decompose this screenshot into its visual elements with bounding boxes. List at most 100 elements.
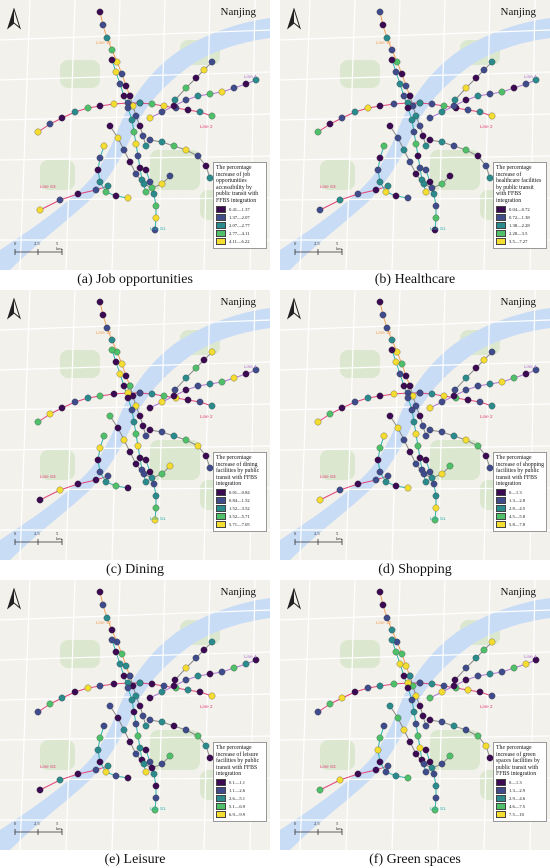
green-area	[150, 440, 200, 480]
station-dot	[132, 402, 140, 410]
station-dot	[438, 760, 446, 768]
station-dot	[351, 688, 359, 696]
road	[345, 580, 356, 850]
scale-bar: 0 2.5 5 km	[14, 531, 64, 545]
station-dot	[171, 386, 179, 394]
green-area	[40, 160, 75, 190]
station-dot	[170, 102, 178, 110]
legend-swatch	[496, 488, 506, 496]
station-dot	[160, 392, 168, 400]
station-dot	[422, 166, 430, 174]
station-dot	[450, 722, 458, 730]
green-area	[430, 440, 480, 480]
station-dot	[152, 794, 160, 802]
station-dot	[414, 152, 422, 160]
road	[280, 445, 550, 451]
station-dot	[532, 366, 540, 374]
station-dot	[118, 650, 126, 658]
green-area	[40, 740, 75, 770]
city-label: Nanjing	[0, 586, 270, 598]
line-label-l4: Line 4	[524, 654, 537, 659]
station-dot	[416, 122, 424, 130]
station-dot	[94, 166, 102, 174]
station-dot	[376, 154, 384, 162]
station-dot	[99, 21, 107, 29]
station-dot	[110, 100, 118, 108]
station-dot	[422, 432, 430, 440]
station-dot	[150, 480, 158, 488]
line-label-l2: Line 2	[480, 414, 493, 419]
legend-class-label: 3.5—7.27	[509, 238, 528, 244]
station-dot	[200, 66, 208, 74]
station-dot	[472, 654, 480, 662]
map-canvas: Nanjing Line 10 Line 4 Line 2 Line S3 Line S1…	[0, 0, 270, 270]
station-dot	[84, 104, 92, 112]
station-dot	[112, 772, 120, 780]
station-dot	[134, 442, 142, 450]
road	[280, 29, 550, 41]
station-dot	[412, 430, 420, 438]
station-dot	[426, 468, 434, 476]
legend-row: 3.5—7.27	[496, 237, 544, 245]
station-dot	[416, 679, 424, 687]
green-area	[60, 60, 100, 88]
legend-class-label: 1.1—2.6	[229, 787, 246, 793]
station-dot	[428, 680, 436, 688]
legend-class-label: 0—1.3	[509, 489, 522, 495]
station-dot	[116, 660, 124, 668]
station-dot	[374, 166, 382, 174]
road	[0, 155, 270, 161]
legend-swatch	[496, 237, 506, 245]
station-dot	[130, 128, 138, 136]
metro-line-l4	[149, 79, 257, 119]
panel-caption: (a) Job opportunities	[77, 272, 193, 287]
metro-line-l4	[429, 79, 537, 119]
green-area	[430, 730, 480, 770]
city-name: Nanjing	[220, 586, 256, 598]
road	[299, 580, 311, 850]
station-dot	[404, 684, 412, 692]
station-dot	[124, 394, 132, 402]
legend-swatch	[496, 810, 506, 818]
legend-row: 1.1—2.6	[216, 786, 264, 794]
legend-swatch	[216, 213, 226, 221]
road	[345, 290, 356, 560]
station-dot	[400, 436, 408, 444]
station-dot	[158, 470, 166, 478]
city-name: Nanjing	[500, 296, 536, 308]
legend-row: 7.5—10	[496, 810, 544, 818]
station-dot	[160, 102, 168, 110]
station-dot	[326, 700, 334, 708]
station-dot	[126, 382, 134, 390]
station-dot	[488, 58, 496, 66]
station-dot	[148, 390, 156, 398]
road	[280, 651, 550, 661]
station-dot	[139, 422, 147, 430]
station-dot	[146, 404, 154, 412]
legend-title: The percentage increase of healthcare fa…	[496, 165, 542, 204]
station-dot	[34, 418, 42, 426]
station-dot	[140, 760, 148, 768]
station-dot	[388, 636, 396, 644]
station-dot	[376, 734, 384, 742]
scale-bar: 0 2.5 5 km	[14, 241, 64, 255]
station-dot	[206, 670, 214, 678]
station-dot	[202, 162, 210, 170]
station-dot	[136, 454, 144, 462]
station-dot	[116, 80, 124, 88]
station-dot	[412, 720, 420, 728]
station-dot	[464, 686, 472, 694]
station-dot	[431, 806, 439, 814]
line-label-ls1: Line S1	[430, 226, 446, 231]
station-dot	[166, 462, 174, 470]
legend-class-label: 4.6—7.5	[509, 803, 526, 809]
legend-class-label: 2.8—4.5	[509, 505, 526, 511]
station-dot	[396, 80, 404, 88]
legend-title: The percentage increase of job opportuni…	[216, 165, 259, 204]
station-dot	[112, 192, 120, 200]
station-dot	[482, 452, 490, 460]
station-dot	[242, 370, 250, 378]
station-dot	[99, 601, 107, 609]
station-dot	[474, 92, 482, 100]
station-dot	[124, 774, 132, 782]
